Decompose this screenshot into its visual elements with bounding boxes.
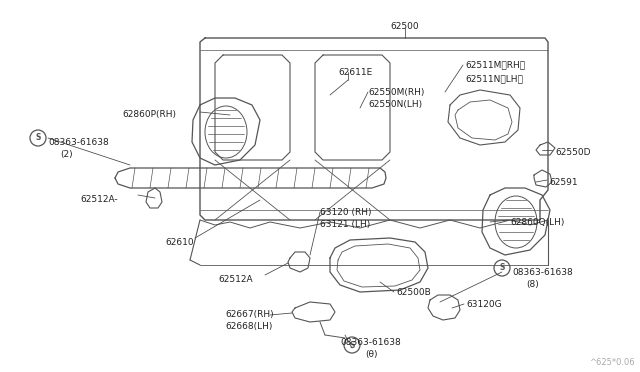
Text: 63120 (RH): 63120 (RH) [320, 208, 371, 217]
Text: 62860Q(LH): 62860Q(LH) [510, 218, 564, 227]
Text: 62511M〈RH〉: 62511M〈RH〉 [465, 60, 525, 69]
Text: S: S [35, 134, 41, 142]
Text: 62500: 62500 [390, 22, 419, 31]
Text: 62668(LH): 62668(LH) [225, 322, 273, 331]
Text: 08363-61638: 08363-61638 [512, 268, 573, 277]
Text: 62610: 62610 [165, 238, 194, 247]
Text: 62860P(RH): 62860P(RH) [122, 110, 176, 119]
Text: 62591: 62591 [549, 178, 578, 187]
Text: 63121 (LH): 63121 (LH) [320, 220, 371, 229]
Text: 62611E: 62611E [338, 68, 372, 77]
Text: (θ): (θ) [365, 350, 378, 359]
Text: 62550M(RH): 62550M(RH) [368, 88, 424, 97]
Text: 63120G: 63120G [466, 300, 502, 309]
Text: ^625*0.06: ^625*0.06 [589, 358, 635, 367]
Text: S: S [349, 340, 355, 350]
Text: 62667(RH): 62667(RH) [225, 310, 274, 319]
Text: 62550N(LH): 62550N(LH) [368, 100, 422, 109]
Text: (8): (8) [526, 280, 539, 289]
Text: 08363-61638: 08363-61638 [340, 338, 401, 347]
Text: 62500B: 62500B [396, 288, 431, 297]
Text: 62550D: 62550D [555, 148, 591, 157]
Text: 62512A: 62512A [218, 275, 253, 284]
Text: (2): (2) [60, 150, 72, 159]
Text: 62512A-: 62512A- [80, 195, 118, 204]
Text: 62511N〈LH〉: 62511N〈LH〉 [465, 74, 523, 83]
Text: 08363-61638: 08363-61638 [48, 138, 109, 147]
Text: S: S [499, 263, 505, 273]
